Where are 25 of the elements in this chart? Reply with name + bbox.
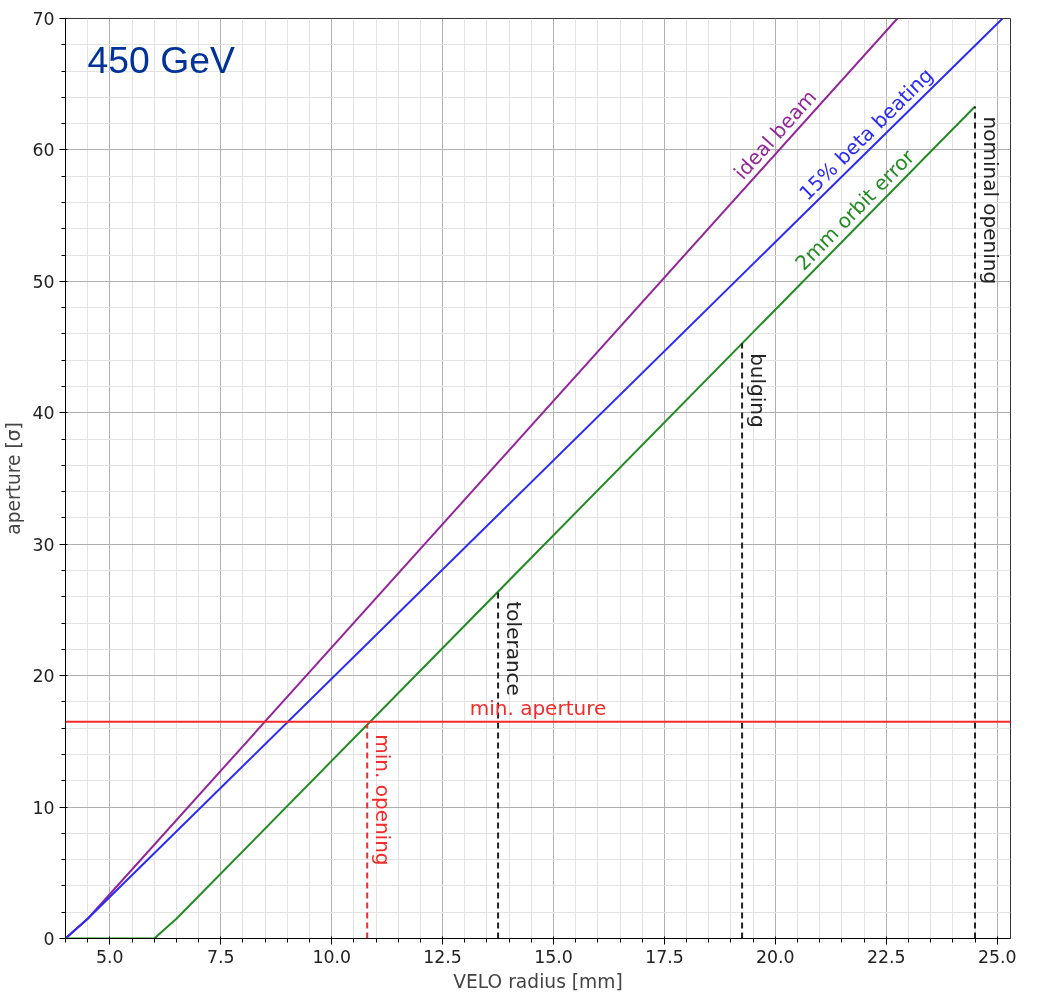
x-tick-label: 7.5	[207, 946, 235, 967]
ref-line-label: min. aperture	[469, 695, 607, 720]
y-tick-label: 30	[32, 534, 55, 555]
y-tick-label: 40	[32, 403, 55, 424]
x-tick-label: 12.5	[423, 946, 462, 967]
y-tick-label: 70	[32, 9, 55, 29]
text: nominal opening	[979, 116, 1004, 285]
x-tick-label: 22.5	[866, 946, 906, 967]
text: tolerance	[502, 601, 527, 696]
x-tick-label: 25.0	[977, 946, 1017, 967]
x-tick-label: 5.0	[96, 946, 124, 967]
x-tick-label: 15.0	[534, 946, 573, 967]
x-tick-label: 17.5	[645, 946, 684, 967]
y-tick-label: 0	[43, 929, 55, 949]
text: bulging	[746, 353, 771, 428]
y-tick-label: 20	[32, 666, 55, 687]
y-axis-title: aperture [σ]	[3, 422, 25, 535]
x-tick-label: 20.0	[756, 946, 795, 967]
text: 450 GeV	[87, 38, 235, 81]
x-tick-label: 10.0	[312, 946, 351, 967]
y-tick-label: 50	[32, 271, 55, 292]
x-axis-title: VELO radius [mm]	[453, 970, 623, 992]
y-tick-label: 10	[32, 797, 55, 818]
text: min. opening	[371, 734, 396, 866]
y-tick-label: 60	[32, 140, 55, 161]
